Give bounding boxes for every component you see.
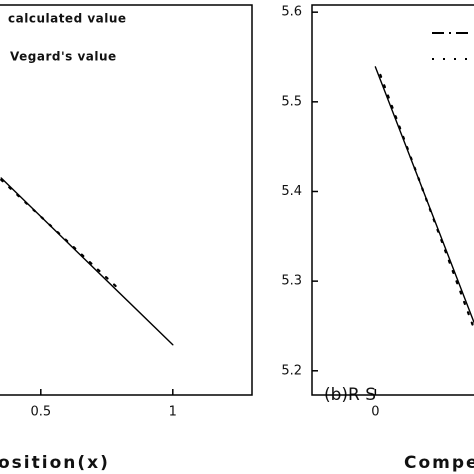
y-tick-label: 5.3 bbox=[281, 274, 302, 289]
plot-frame bbox=[311, 4, 474, 396]
x-axis-title: Compe bbox=[404, 453, 474, 473]
x-axis-title: osition(x) bbox=[0, 453, 110, 473]
x-tick-label: 1 bbox=[169, 405, 177, 420]
series-line bbox=[0, 177, 174, 346]
x-tick-label: 0.5 bbox=[30, 405, 51, 420]
series-line bbox=[374, 66, 474, 324]
legend-label: calculated value bbox=[8, 12, 127, 26]
y-tick-label: 5.4 bbox=[281, 184, 302, 199]
y-tick-label: 5.5 bbox=[281, 94, 302, 109]
series-line bbox=[0, 178, 122, 292]
y-tick-label: 5.6 bbox=[281, 5, 302, 20]
series-line bbox=[379, 73, 474, 331]
y-tick-label: 5.2 bbox=[281, 363, 302, 378]
plot-frame bbox=[0, 4, 253, 396]
x-tick-label: 0 bbox=[371, 405, 379, 420]
legend-label: Vegard's value bbox=[10, 50, 117, 64]
